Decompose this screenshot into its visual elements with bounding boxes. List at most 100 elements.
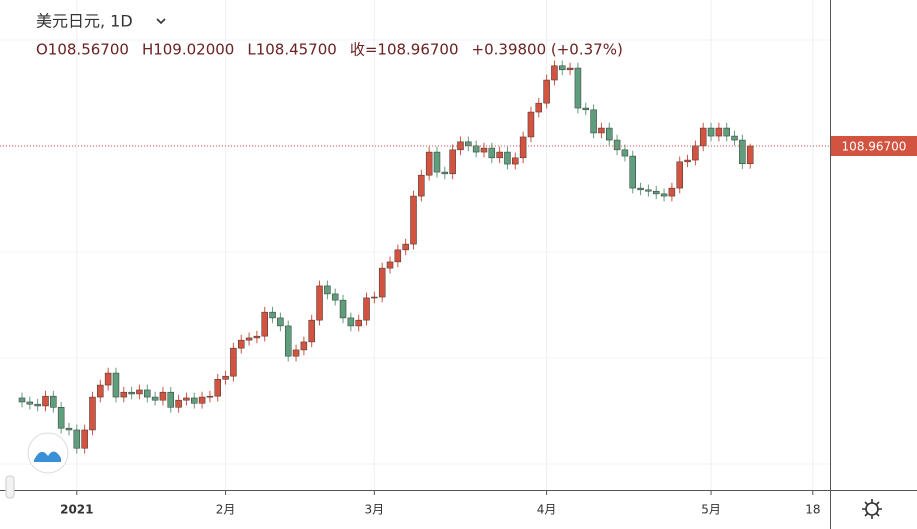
gear-teeth	[862, 499, 882, 519]
candle-body	[292, 349, 300, 357]
legend-text: +0.39800 (+0.37%)	[472, 41, 623, 59]
candle-body	[65, 427, 73, 431]
candle-body	[104, 372, 112, 386]
legend: O108.56700 H109.02000 L108.45700 收=108.9670…	[36, 41, 623, 59]
candle-body	[629, 155, 636, 189]
candle-body	[167, 391, 175, 408]
candle-body	[433, 151, 441, 173]
candle-body	[89, 396, 96, 431]
candle-body	[57, 407, 65, 429]
candle-body	[582, 107, 590, 111]
x-tick-label: 18	[805, 503, 820, 517]
candle-body	[613, 139, 621, 151]
candle-body	[300, 341, 308, 351]
candle-body	[402, 243, 409, 251]
candle-body	[418, 174, 425, 197]
candle-body	[715, 127, 723, 137]
candle-body	[590, 109, 597, 134]
logo-circle[interactable]	[27, 432, 69, 474]
candle-body	[144, 389, 151, 398]
candle-body	[18, 397, 26, 403]
candle-body	[324, 285, 331, 295]
x-tick-label: 5月	[701, 503, 721, 517]
candle-body	[606, 127, 613, 141]
candle-body	[535, 102, 543, 113]
candle-body	[457, 141, 464, 151]
candle-body	[81, 429, 88, 449]
candle-body	[660, 193, 668, 197]
candle-body	[692, 145, 699, 161]
candle-body	[425, 151, 433, 176]
candle-body	[120, 391, 128, 398]
candle-body	[371, 296, 378, 299]
candle-body	[668, 187, 676, 197]
candle-body	[731, 135, 738, 141]
candle-body	[652, 190, 660, 195]
candle-body	[26, 401, 34, 405]
candle-body	[645, 189, 652, 192]
candle-body	[559, 65, 566, 71]
candle-body	[230, 347, 237, 377]
candle-body	[339, 299, 347, 319]
candle-body	[480, 147, 488, 153]
candle-body	[598, 127, 605, 134]
candle-body	[739, 139, 746, 165]
candle-body	[261, 311, 268, 337]
candle-body	[269, 311, 276, 319]
candle-body	[331, 293, 339, 301]
candle-body	[621, 149, 629, 157]
legend-text: 收=108.96700	[350, 41, 459, 59]
candle-body	[222, 375, 229, 380]
candle-body	[136, 389, 143, 395]
scroll-handle[interactable]	[5, 475, 15, 499]
candle-body	[50, 395, 57, 408]
candle-body	[277, 317, 284, 327]
x-tick-label: 3月	[365, 503, 385, 517]
candle-body	[175, 399, 182, 408]
last-price-badge	[831, 135, 917, 156]
x-tick-label: 4月	[537, 503, 557, 517]
logo[interactable]	[27, 432, 69, 474]
candle-body	[527, 111, 535, 138]
candle-body	[316, 285, 323, 321]
candle-body	[699, 127, 707, 147]
candle-body	[191, 397, 198, 404]
candle-body	[551, 65, 558, 81]
candle-body	[410, 195, 417, 245]
x-tick-label: 2021	[60, 503, 93, 517]
legend-text: O108.56700	[36, 41, 129, 59]
candle-body	[496, 151, 503, 159]
candle-body	[284, 325, 292, 357]
candle-body	[151, 396, 159, 401]
candle-body	[684, 159, 691, 163]
candle-body	[97, 384, 104, 398]
candle-body	[128, 391, 135, 395]
candle-body	[676, 161, 683, 189]
candle-body	[574, 67, 582, 109]
candle-body	[746, 145, 754, 165]
candle-body	[543, 79, 550, 104]
candle-body	[566, 67, 574, 71]
candle-body	[308, 319, 315, 343]
candle-body	[637, 187, 644, 191]
candle-body	[159, 391, 167, 401]
candle-body	[488, 147, 496, 159]
last-price-label: 108.96700	[842, 139, 907, 153]
legend-text: H109.02000	[142, 41, 234, 59]
dropdown-icon[interactable]	[156, 18, 166, 25]
candle-body	[34, 403, 41, 407]
candle-body	[73, 429, 81, 449]
candle-body	[245, 337, 253, 341]
candle-body	[707, 127, 715, 137]
candle-body	[378, 267, 386, 298]
settings-icon[interactable]	[862, 499, 882, 519]
candle-body	[355, 319, 362, 327]
chart-title: 美元日元, 1D	[36, 12, 133, 31]
candle-body	[386, 261, 394, 269]
candles	[18, 60, 754, 454]
candle-body	[519, 136, 527, 159]
candle-body	[198, 396, 206, 404]
legend-text: L108.45700	[247, 41, 336, 59]
